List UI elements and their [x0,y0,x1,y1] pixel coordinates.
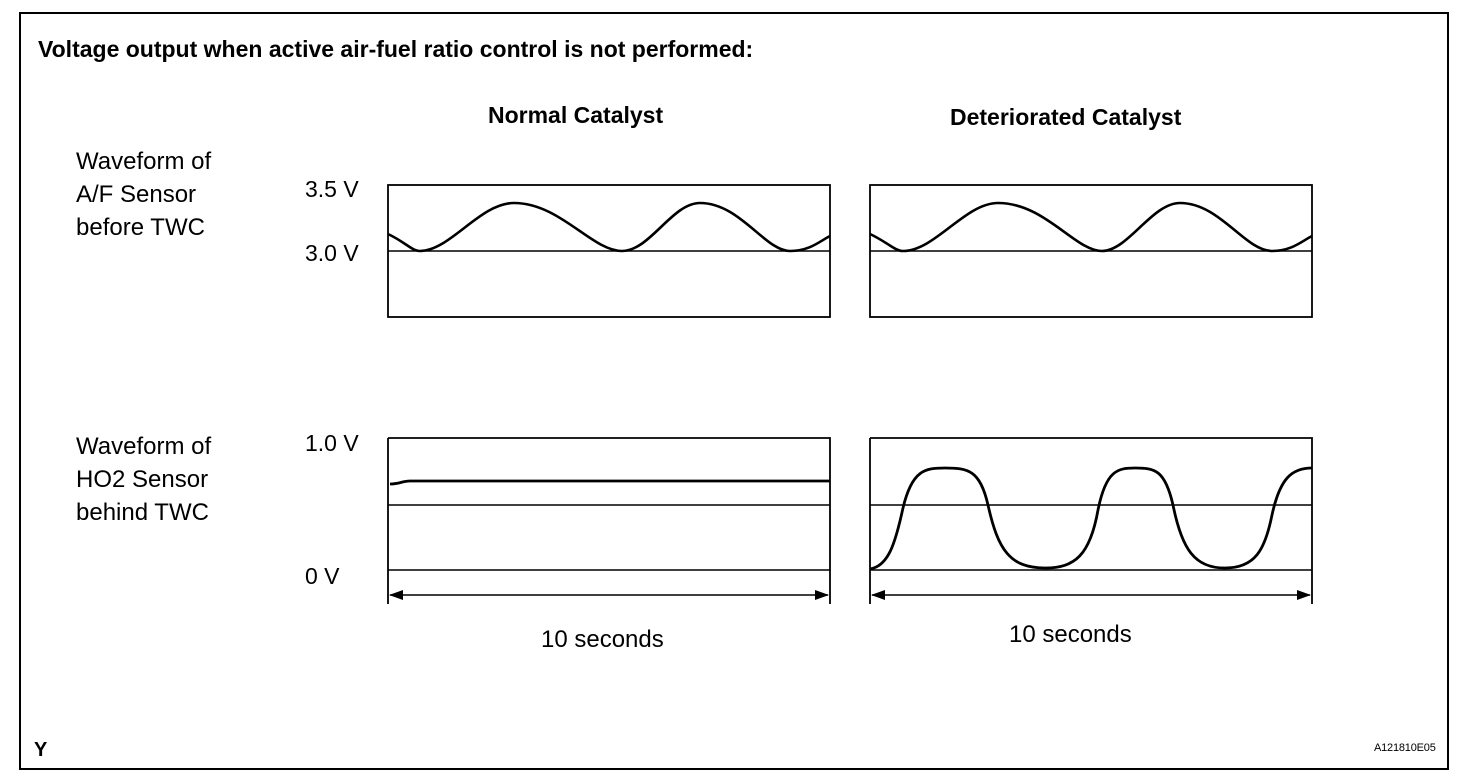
corner-mark: Y [34,739,48,761]
diagram-title: Voltage output when active air-fuel rati… [38,36,754,62]
row-label-ho2-line3: behind TWC [76,499,209,526]
column-title-normal: Normal Catalyst [488,102,664,128]
figure-code: A121810E05 [1374,742,1436,754]
waveform-ho2-deteriorated [869,466,1313,571]
diagram-frame [19,12,1449,770]
row-label-af-line2: A/F Sensor [76,181,197,208]
row-label-af-sensor: Waveform of A/F Sensor before TWC [76,145,276,244]
tick-ho2-0v: 0 V [305,563,340,589]
duration-arrowhead-normal-right [815,590,829,600]
row-label-ho2-line1: Waveform of [76,433,212,460]
row-label-ho2-line2: HO2 Sensor [76,466,209,493]
duration-label-normal: 10 seconds [541,626,664,653]
tick-ho2-1-0v: 1.0 V [305,430,359,456]
duration-arrowhead-deteriorated-right [1297,590,1311,600]
panel-ho2-normal [388,437,831,570]
column-title-deteriorated: Deteriorated Catalyst [950,104,1182,130]
waveform-af-normal [387,201,831,253]
row-label-af-line1: Waveform of [76,148,212,175]
duration-arrowhead-normal-left [389,590,403,600]
row-label-af-line3: before TWC [76,214,205,241]
waveform-af-deteriorated [869,201,1313,253]
tick-af-3-0v: 3.0 V [305,240,359,266]
row-label-ho2-sensor: Waveform of HO2 Sensor behind TWC [76,430,276,529]
duration-label-deteriorated: 10 seconds [1009,621,1132,648]
duration-arrowhead-deteriorated-left [871,590,885,600]
tick-af-3-5v: 3.5 V [305,176,359,202]
waveform-ho2-normal [389,479,830,486]
panel-ho2-deteriorated [870,437,1313,570]
